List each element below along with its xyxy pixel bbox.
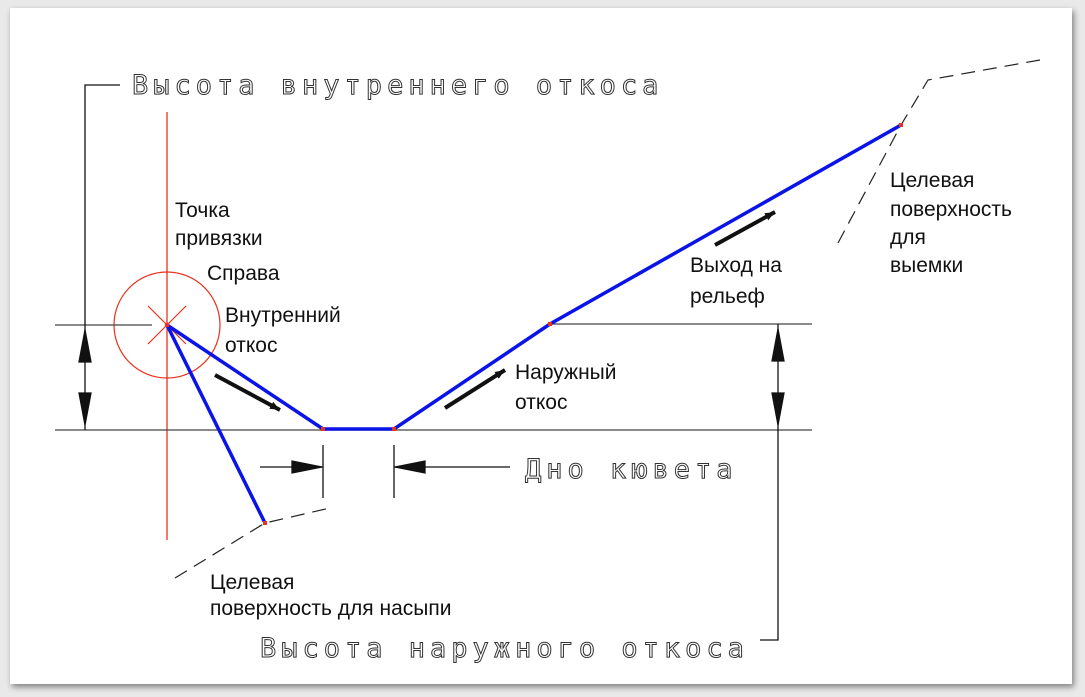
target-fill-label-2: поверхность для насыпи	[210, 597, 451, 620]
inner-slope-height-label: Высота внутреннего откоса	[132, 70, 663, 101]
inner-slope-label-2: откос	[225, 334, 277, 357]
outer-height-dimension	[760, 324, 785, 641]
target-cut-label-2: поверхность	[890, 198, 1012, 221]
arrow-inner-slope-icon	[214, 373, 281, 412]
daylight-label-2: рельеф	[690, 285, 765, 308]
daylight-label-1: Выход на	[690, 254, 782, 277]
reference-lines	[55, 323, 812, 431]
anchor-point-label-2: привязки	[175, 227, 263, 250]
vertex-points	[165, 123, 903, 525]
arrow-daylight-icon	[714, 210, 776, 247]
anchor-point-label-1: Точка	[175, 199, 230, 222]
outer-slope-label-1: Наружный	[515, 361, 617, 384]
ditch-bottom-dimension	[260, 445, 510, 498]
fill-slope-line	[165, 324, 267, 524]
outer-slope-height-label: Высота наружного откоса	[260, 633, 749, 664]
target-surface-fill-dashed	[174, 507, 331, 579]
side-label: Справа	[207, 262, 280, 285]
target-cut-label-4: выемки	[890, 254, 963, 277]
inner-height-dimension	[78, 84, 120, 430]
direction-arrows	[214, 210, 776, 412]
target-fill-label-1: Целевая	[210, 571, 294, 594]
target-cut-label-1: Целевая	[890, 169, 974, 192]
arrow-outer-slope-icon	[443, 368, 507, 410]
outer-slope-label-2: откос	[515, 391, 567, 414]
target-surface-cut-dashed	[837, 59, 1041, 244]
inner-slope-label-1: Внутренний	[225, 304, 341, 327]
target-cut-label-3: для	[890, 226, 926, 249]
ditch-bottom-label: Дно кювета	[525, 454, 738, 485]
